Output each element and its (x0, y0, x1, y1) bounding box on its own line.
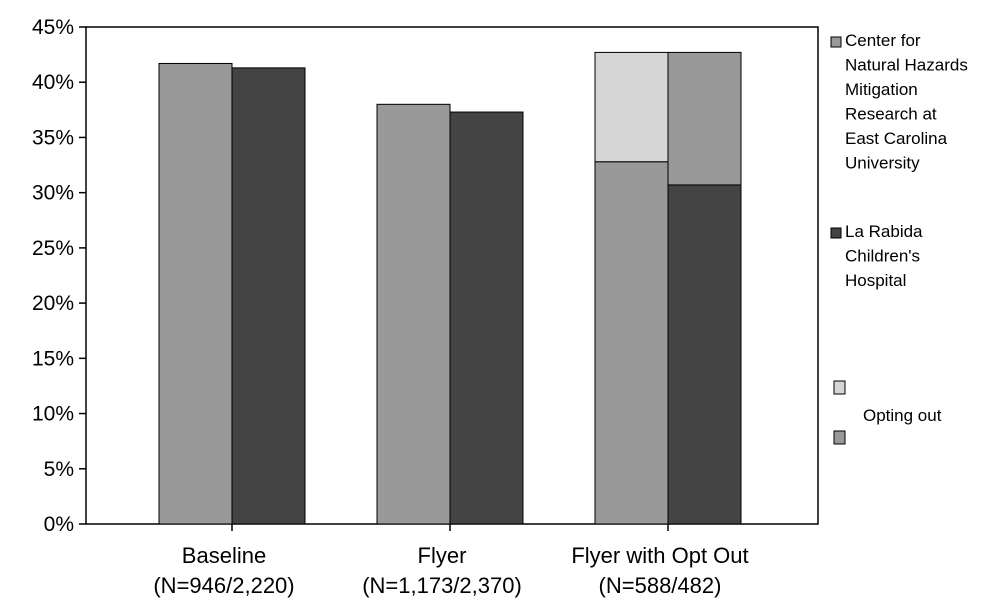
legend-label: Research at (845, 105, 937, 124)
x-category-n: (N=588/482) (599, 573, 722, 598)
legend-label: Hospital (845, 271, 906, 290)
legend-label: East Carolina (845, 129, 948, 148)
legend-label: La Rabida (845, 222, 923, 241)
bar (231, 67, 306, 525)
y-tick-label: 20% (32, 292, 74, 315)
y-tick-label: 35% (32, 126, 74, 149)
y-tick-label: 5% (44, 458, 74, 481)
y-tick-label: 30% (32, 182, 74, 205)
x-category-label: Flyer with Opt Out (571, 543, 748, 568)
legend-swatch-opt-out-dark (833, 430, 846, 445)
y-tick-label: 10% (32, 403, 74, 426)
y-tick-label: 0% (44, 513, 74, 536)
legend-swatch-opt-out-light (833, 380, 846, 395)
y-tick-label: 25% (32, 237, 74, 260)
legend-label: Center for (845, 31, 921, 50)
bar (667, 184, 742, 525)
bar-opt-out (667, 51, 742, 186)
x-category-n: (N=946/2,220) (153, 573, 294, 598)
bar (449, 111, 524, 525)
bar-opt-out (594, 51, 669, 163)
y-tick-label: 40% (32, 71, 74, 94)
bar (594, 161, 669, 525)
legend-label: Natural Hazards (845, 56, 968, 75)
x-category-label: Baseline (182, 543, 266, 568)
x-axis: Baseline (N=946/2,220) Flyer (N=1,173/2,370… (153, 524, 749, 598)
legend-label: Mitigation (845, 80, 918, 99)
legend-swatch (830, 36, 842, 48)
legend-label: University (845, 154, 920, 173)
bar (376, 103, 451, 525)
legend: Center for Natural Hazards Mitigation Resea… (830, 31, 968, 445)
x-category-n: (N=1,173/2,370) (362, 573, 522, 598)
legend-label: Children's (845, 247, 920, 266)
x-category-label: Flyer (418, 543, 467, 568)
y-tick-label: 15% (32, 347, 74, 370)
legend-swatch (830, 227, 842, 239)
y-tick-label: 45% (32, 16, 74, 39)
legend-label-opt-out: Opting out (863, 406, 942, 425)
y-axis: 0% 5% 10% 15% 20% 25% 30% 35% 40% 45% (32, 16, 86, 536)
bars (158, 51, 742, 525)
bar (158, 62, 233, 525)
